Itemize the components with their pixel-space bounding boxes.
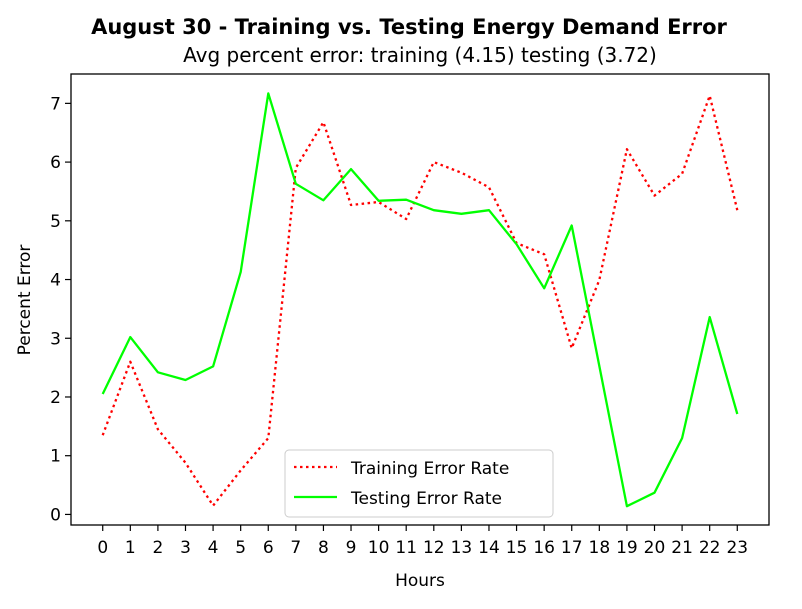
x-tick-label: 5: [235, 538, 246, 558]
x-tick-label: 8: [318, 538, 329, 558]
x-tick-label: 22: [699, 538, 721, 558]
x-tick-label: 19: [616, 538, 638, 558]
x-tick-label: 7: [290, 538, 301, 558]
x-tick-label: 16: [533, 538, 555, 558]
x-tick-label: 12: [423, 538, 445, 558]
chart-subtitle: Avg percent error: training (4.15) testi…: [183, 43, 657, 67]
x-tick-label: 14: [478, 538, 500, 558]
x-tick-label: 15: [506, 538, 528, 558]
y-tick-label: 4: [50, 271, 61, 291]
x-tick-label: 4: [208, 538, 219, 558]
x-tick-label: 0: [97, 538, 108, 558]
x-axis: 0 1 2 3 4 5 6 7 8 9 10 11 12 13 14 15 16 17 18 19 20 21 22 23: [97, 525, 748, 558]
x-tick-label: 3: [180, 538, 191, 558]
x-tick-label: 11: [395, 538, 417, 558]
series-line-testing: [101, 92, 739, 508]
x-tick-label: 21: [671, 538, 693, 558]
x-tick-label: 23: [726, 538, 748, 558]
legend-frame: [284, 449, 554, 518]
x-tick-label: 13: [451, 538, 473, 558]
y-tick-label: 7: [50, 94, 61, 114]
legend: Training Error Rate Testing Error Rate: [284, 449, 554, 518]
chart-title: August 30 - Training vs. Testing Energy …: [91, 15, 727, 39]
y-tick-label: 2: [50, 388, 61, 408]
y-axis: 0 1 2 3 4 5 6 7: [50, 94, 71, 525]
x-tick-label: 18: [589, 538, 611, 558]
y-tick-label: 6: [50, 153, 61, 173]
x-axis-label: Hours: [395, 571, 445, 591]
x-tick-label: 17: [561, 538, 583, 558]
x-tick-label: 2: [152, 538, 163, 558]
y-tick-label: 5: [50, 212, 61, 232]
x-tick-label: 1: [125, 538, 136, 558]
x-tick-label: 20: [644, 538, 666, 558]
x-tick-label: 9: [346, 538, 357, 558]
x-tick-label: 10: [368, 538, 390, 558]
y-tick-label: 3: [50, 329, 61, 349]
x-tick-label: 6: [263, 538, 274, 558]
series-layer: [101, 92, 739, 508]
legend-label-testing: Testing Error Rate: [350, 489, 502, 509]
y-tick-label: 0: [50, 505, 61, 525]
legend-label-training: Training Error Rate: [350, 459, 509, 479]
y-axis-label: Percent Error: [15, 245, 35, 356]
y-tick-label: 1: [50, 447, 61, 467]
